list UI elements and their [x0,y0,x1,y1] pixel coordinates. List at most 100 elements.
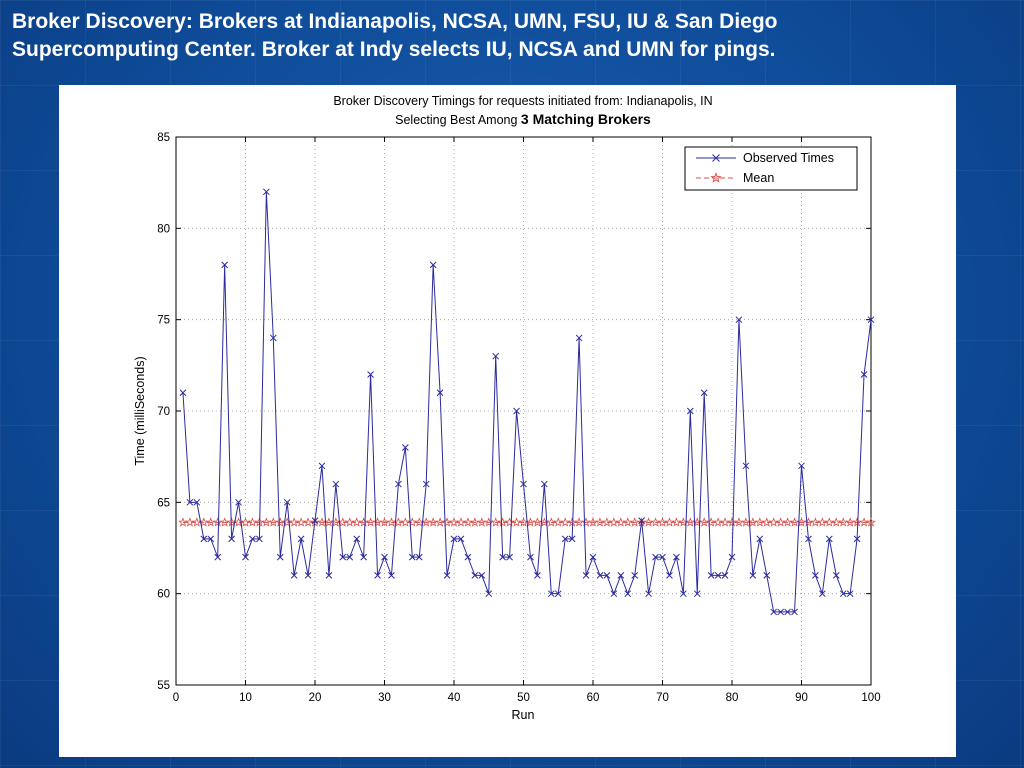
observed-point [721,572,729,579]
observed-point [645,590,652,598]
observed-point [631,572,639,579]
observed-point [589,553,597,561]
observed-point [450,535,458,543]
x-tick-label: 60 [587,692,600,704]
y-tick-label: 55 [157,680,170,692]
observed-point [784,608,791,616]
mean-marker [449,517,459,527]
chart-title-prefix: Selecting Best Among [395,113,521,127]
y-tick-label: 80 [157,223,170,235]
observed-point [513,407,520,415]
mean-marker [727,517,737,527]
mean-marker [602,517,612,527]
legend-mean-marker [710,172,722,183]
mean-marker [761,517,772,527]
mean-marker [511,517,522,527]
observed-point [749,572,757,579]
x-tick-label: 10 [239,692,252,704]
observed-point [395,480,402,488]
observed-point [547,590,555,598]
observed-point [735,316,743,324]
mean-marker [296,517,306,527]
x-axis-label: Run [512,708,535,722]
observed-point [679,590,687,598]
x-tick-label: 50 [517,692,530,704]
observed-point [763,572,771,579]
observed-point [596,572,604,579]
observed-point [527,553,534,561]
mean-marker [504,517,515,527]
observed-point [693,590,701,598]
observed-point [700,389,708,397]
observed-point [269,334,277,342]
mean-marker [768,517,779,527]
mean-marker [303,517,313,527]
observed-point [401,444,409,451]
chart-legend: Observed Times Mean [684,146,858,191]
mean-marker [713,517,723,527]
observed-point [297,535,305,543]
observed-point [812,572,819,579]
observed-point [728,553,736,561]
observed-point [186,498,194,506]
x-tick-label: 70 [656,692,669,704]
y-tick-label: 85 [157,132,170,144]
observed-point [429,261,437,269]
observed-point [652,553,659,561]
observed-point [825,535,833,543]
mean-marker [344,517,355,527]
observed-point [805,535,812,543]
grid-lines [176,137,871,685]
chart-title-strong: 3 Matching Brokers [521,111,651,127]
mean-marker [560,517,571,527]
y-tick-label: 70 [157,406,170,418]
observed-point [777,608,785,616]
observed-point [318,462,326,470]
observed-point [256,535,263,543]
y-tick-label: 75 [157,315,170,327]
observed-point [839,590,847,598]
legend-observed-label: Observed Times [743,151,834,165]
slide-title: Broker Discovery: Brokers at Indianapoli… [12,8,1012,64]
observed-point [214,553,222,561]
observed-point [422,480,430,488]
mean-marker [289,517,300,527]
mean-marker [608,517,619,527]
mean-marker [351,517,362,527]
axis-ticks: 0 10 20 30 40 50 60 70 80 90 100 55 60 65 70 75 80 85 [157,132,880,704]
legend-mean-label: Mean [743,171,774,185]
observed-point [638,517,646,524]
observed-point [443,572,451,579]
observed-point [304,572,312,579]
observed-point [193,498,201,506]
mean-marker [664,517,675,527]
observed-point [756,535,764,543]
slide-title-line-1: Broker Discovery: Brokers at Indianapoli… [12,10,778,33]
observed-point [235,498,242,506]
observed-point [603,572,611,579]
observed-point [464,553,472,561]
mean-marker [824,517,835,527]
observed-point [832,572,840,579]
observed-line [182,191,872,613]
mean-marker [615,517,626,527]
observed-point [360,553,368,561]
mean-marker [191,517,202,527]
observed-point [249,535,256,543]
x-tick-label: 100 [861,692,880,704]
mean-marker [831,517,842,527]
y-tick-label: 65 [157,497,170,509]
mean-marker [553,517,564,527]
chart-figure: 0 10 20 30 40 50 60 70 80 90 100 55 60 65 70 75 80 85 Bro… [59,85,956,757]
y-tick-label: 60 [157,589,170,601]
observed-point [686,407,694,415]
observed-point [540,480,548,488]
observed-point [582,572,590,579]
observed-point [520,480,527,488]
observed-point [506,553,513,561]
observed-point [818,590,826,598]
observed-point [179,389,187,397]
mean-marker [671,517,682,527]
observed-point [499,553,507,561]
mean-marker [456,517,466,527]
